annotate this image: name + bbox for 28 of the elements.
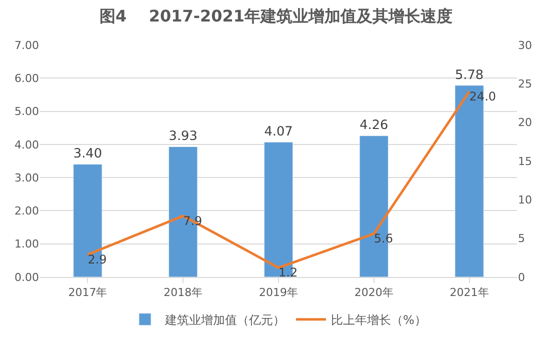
y-tick-label: 3.00	[14, 171, 39, 184]
y2-tick-label: 10	[518, 194, 532, 207]
data-label: 5.78	[454, 68, 484, 83]
x-tick-label: 2019年	[259, 286, 298, 300]
y-tick-label: 2.00	[14, 204, 39, 218]
x-tick-label: 2018年	[164, 286, 203, 300]
y-tick-label: 0.00	[14, 270, 39, 284]
legend-label: 比上年增长（%）	[331, 313, 426, 328]
y-tick-label: 1.00	[14, 238, 39, 251]
y-tick-label: 5.00	[14, 105, 39, 118]
x-tick-label: 2017年	[68, 286, 108, 300]
data-label: 3.40	[73, 146, 102, 162]
y-tick-label: 6.00	[14, 72, 39, 85]
y2-tick-label: 20	[518, 116, 532, 130]
y2-tick-label: 30	[518, 38, 532, 52]
y2-tick-label: 5	[518, 232, 525, 246]
y-tick-label: 4.00	[14, 138, 39, 152]
y2-tick-label: 25	[518, 78, 532, 91]
data-label: 3.93	[168, 129, 198, 144]
x-tick-label: 2020年	[354, 286, 394, 300]
y2-tick-label: 15	[518, 154, 532, 168]
legend-label: 建筑业增加值（亿元）	[164, 313, 285, 328]
x-tick-label: 2021年	[450, 286, 489, 300]
data-label: 4.26	[360, 118, 388, 134]
chart-title: 图4 2017-2021年建筑业增加值及其增长速度	[99, 6, 453, 26]
y-tick-label: 7.00	[14, 38, 39, 52]
y2-tick-label: 0	[518, 270, 525, 284]
data-label: 4.07	[264, 124, 293, 140]
